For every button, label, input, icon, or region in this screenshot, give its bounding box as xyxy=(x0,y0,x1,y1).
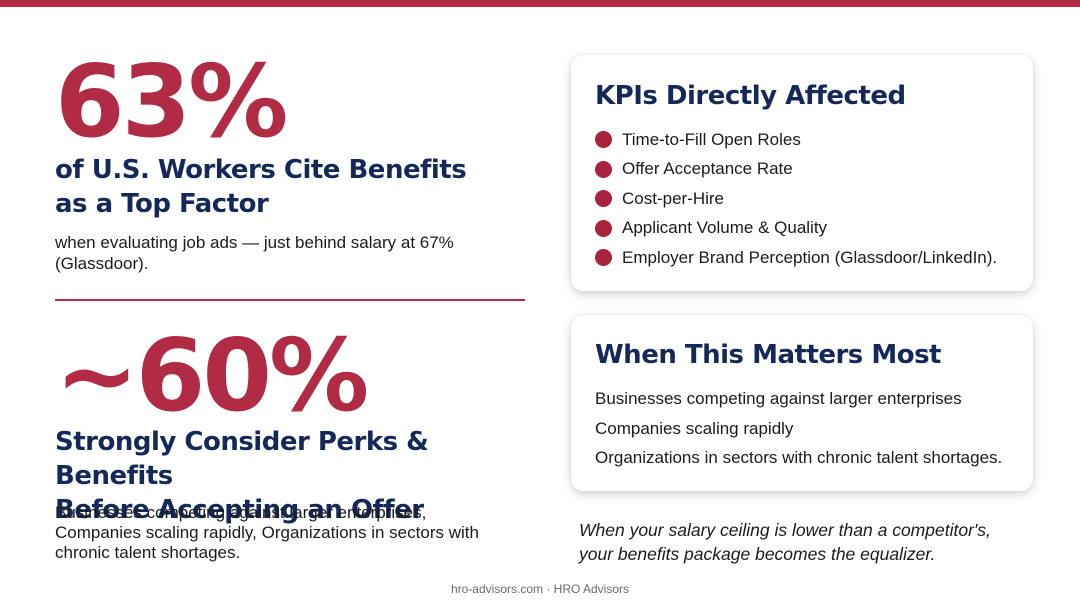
quote-line1: When your salary ceiling is lower than a… xyxy=(579,520,991,540)
red-dot-icon xyxy=(595,190,612,208)
stat2-description: Businesses competing against larger ente… xyxy=(55,503,479,562)
quote-line2: your benefits package becomes the equali… xyxy=(579,544,936,564)
list-item: Applicant Volume & Quality xyxy=(595,214,997,244)
list-item: Time-to-Fill Open Roles xyxy=(595,125,997,155)
kpi-card-title: KPIs Directly Affected xyxy=(595,81,906,111)
list-item: Cost-per-Hire xyxy=(595,184,997,214)
stat2-heading-line2: Before Accepting an Offer xyxy=(55,495,424,525)
when-list: Businesses competing against larger ente… xyxy=(595,384,1002,473)
stat-63-percent: 63% xyxy=(55,43,288,160)
kpi-list: Time-to-Fill Open Roles Offer Acceptance… xyxy=(595,125,997,273)
list-item: Employer Brand Perception (Glassdoor/Lin… xyxy=(595,243,997,273)
stat1-description: when evaluating job ads — just behind sa… xyxy=(55,233,454,273)
stat2-heading-line1: Strongly Consider Perks & Benefits xyxy=(55,427,429,491)
red-dot-icon xyxy=(595,249,612,267)
stat1-heading-line2: as a Top Factor xyxy=(55,189,269,219)
top-accent-bar xyxy=(0,0,1080,7)
equalizer-quote: When your salary ceiling is lower than a… xyxy=(579,518,1049,566)
footer-credit: hro-advisors.com · HRO Advisors xyxy=(450,582,630,596)
red-dot-icon xyxy=(595,131,612,149)
list-item: Offer Acceptance Rate xyxy=(595,155,997,185)
stat1-heading: of U.S. Workers Cite Benefits as a Top F… xyxy=(55,153,535,221)
stat1-heading-line1: of U.S. Workers Cite Benefits xyxy=(55,155,467,185)
red-dot-icon xyxy=(595,160,612,178)
stat2-heading: Strongly Consider Perks & Benefits Befor… xyxy=(55,425,535,527)
when-card-title: When This Matters Most xyxy=(595,340,941,370)
list-item: Companies scaling rapidly xyxy=(595,418,794,438)
list-item: Organizations in sectors with chronic ta… xyxy=(595,448,1003,467)
stat-60-percent: ~60% xyxy=(55,317,369,434)
section-divider xyxy=(55,299,525,301)
kpi-card: KPIs Directly Affected Time-to-Fill Open… xyxy=(571,55,1033,291)
when-card: When This Matters Most Businesses compet… xyxy=(571,315,1033,491)
list-item: Businesses competing against larger ente… xyxy=(595,389,962,408)
red-dot-icon xyxy=(595,219,612,237)
